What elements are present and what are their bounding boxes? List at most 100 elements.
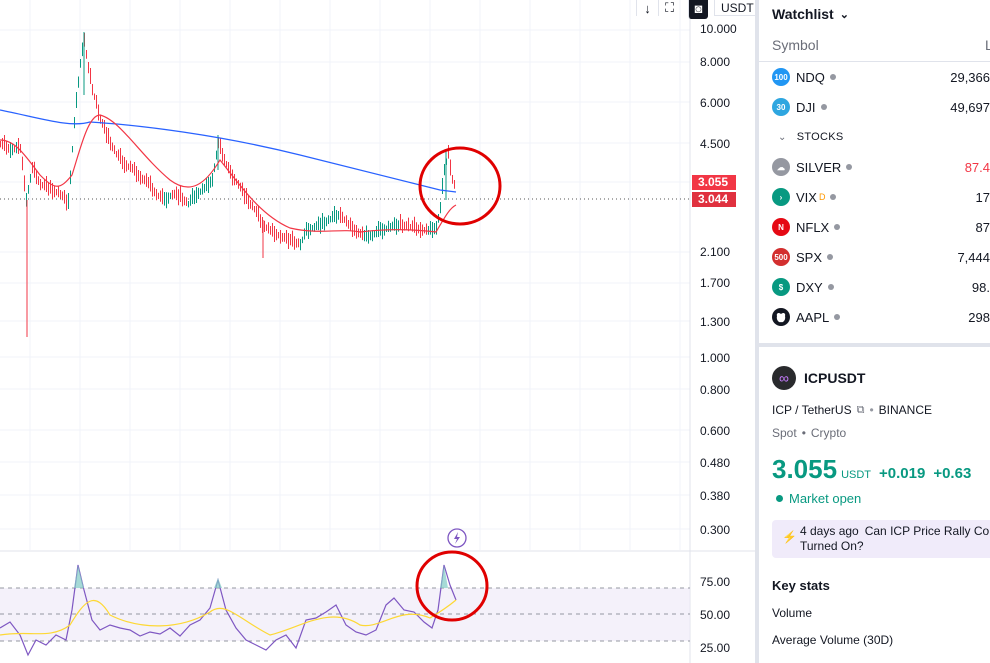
symbol-last-price: 7,444 [957, 249, 990, 265]
down-arrow-icon[interactable]: ↓ [636, 0, 658, 16]
rsi-overbought-fill [74, 565, 84, 588]
symbol-name: DJI [796, 99, 816, 115]
symbol-logo-icon [772, 308, 790, 326]
details-price: 3.055 [772, 454, 838, 484]
watchlist-header[interactable]: Watchlist ⌄ [759, 0, 990, 28]
symbol-name: AAPL [796, 309, 830, 325]
details-ticker[interactable]: ICPUSDT [804, 370, 866, 386]
status-dot-icon [834, 224, 841, 230]
price-axis-label: 8.000 [700, 55, 731, 69]
rsi-moving-average [0, 599, 457, 636]
price-axis-label: 6.000 [700, 96, 731, 110]
chevron-down-icon: ⌄ [778, 131, 787, 143]
camera-icon[interactable]: ◙ [688, 0, 708, 19]
last-price-tag: 3.055 [692, 175, 736, 190]
price-axis-label: 1.000 [700, 351, 731, 365]
price-axis-label: 0.600 [700, 424, 731, 438]
delayed-badge: D [818, 192, 826, 202]
watchlist-row[interactable]: $ DXY 98. [759, 272, 990, 302]
details-header: ∞ ICPUSDT [759, 347, 990, 397]
moving-average-long [0, 109, 457, 193]
status-dot-icon [829, 74, 836, 80]
details-type-row: Spot • Crypto [759, 426, 990, 440]
currency-label: USDT [721, 0, 754, 15]
details-exchange[interactable]: BINANCE [878, 403, 932, 417]
symbol-name: SPX [796, 249, 823, 265]
watchlist-row[interactable]: 500 SPX 7,444 [759, 242, 990, 272]
separator-dot: • [801, 426, 806, 440]
key-stats-title: Key stats [772, 578, 830, 593]
details-name: ICP / TetherUS [772, 403, 852, 417]
watchlist-rows: 100 NDQ 29,366 30 DJI 49,697 [759, 62, 990, 122]
details-name-row: ICP / TetherUS ⧉ • BINANCE [759, 403, 990, 417]
annotation-circle [418, 146, 502, 226]
details-category: Crypto [810, 426, 847, 440]
symbol-logo-icon: ☁ [772, 158, 790, 176]
symbol-logo-icon: › [772, 188, 790, 206]
fullscreen-icon[interactable]: ⛶ [658, 0, 680, 16]
details-price-row: 3.055 USDT +0.019 +0.63 [759, 454, 990, 485]
icp-logo-icon: ∞ [772, 366, 796, 390]
symbol-name: VIX [796, 189, 817, 205]
news-line-1: 4 days ago Can ICP Price Rally Co [800, 524, 990, 539]
status-dot-icon [827, 284, 834, 290]
separator-dot: • [869, 403, 874, 417]
section-label: STOCKS [796, 131, 844, 143]
symbol-logo-icon: 500 [772, 248, 790, 266]
status-dot-icon [830, 194, 837, 200]
chart-canvas[interactable] [0, 0, 755, 663]
symbol-last-price: 17 [975, 189, 990, 205]
watchlist-row[interactable]: ☁ SILVER 87.4 [759, 152, 990, 182]
rsi-axis-label-50: 50.00 [700, 608, 731, 622]
rsi-axis-label-25: 25.00 [700, 641, 731, 655]
price-axis-label: 2.100 [700, 245, 731, 259]
external-link-icon[interactable]: ⧉ [856, 403, 865, 416]
watchlist-row[interactable]: N NFLX 87 [759, 212, 990, 242]
chevron-down-icon: ⌄ [839, 8, 849, 21]
symbol-logo-icon: $ [772, 278, 790, 296]
symbol-last-price: 298 [968, 309, 990, 325]
watchlist-row[interactable]: 100 NDQ 29,366 [759, 62, 990, 92]
details-change-pct: +0.63 [933, 465, 972, 482]
details-currency: USDT [841, 469, 872, 481]
symbol-name: DXY [796, 279, 823, 295]
watchlist-row[interactable]: AAPL 298 [759, 302, 990, 332]
symbol-logo-icon: 30 [772, 98, 790, 116]
symbol-logo-icon: 100 [772, 68, 790, 86]
rsi-axis-label-75: 75.00 [700, 575, 731, 589]
price-axis-label: 0.300 [700, 523, 731, 537]
price-axis-label: 1.300 [700, 315, 731, 329]
status-dot-icon [776, 495, 783, 502]
symbol-logo-icon: N [772, 218, 790, 236]
stat-volume: Volume [772, 606, 813, 620]
market-status: Market open [759, 491, 990, 506]
watchlist-row[interactable]: › VIX D 17 [759, 182, 990, 212]
stat-average-volume: Average Volume (30D) [772, 633, 894, 647]
column-last[interactable]: L [985, 37, 990, 53]
details-type: Spot [772, 426, 797, 440]
news-headline: Can ICP Price Rally Co [864, 524, 990, 538]
news-item[interactable]: ⚡ 4 days ago Can ICP Price Rally Co Turne… [772, 520, 990, 558]
symbol-details-panel: ∞ ICPUSDT ICP / TetherUS ⧉ • BINANCE Spo… [759, 343, 990, 663]
news-time: 4 days ago [800, 524, 859, 538]
symbol-name: SILVER [796, 159, 842, 175]
symbol-last-price: 87 [975, 219, 990, 235]
lightning-icon: ⚡ [782, 530, 797, 544]
column-symbol[interactable]: Symbol [772, 36, 819, 53]
symbol-last-price: 49,697 [950, 99, 990, 115]
status-dot-icon [834, 314, 841, 320]
status-dot-icon [846, 164, 853, 170]
rsi-overbought-fill [440, 565, 448, 588]
annotation-circle [415, 550, 489, 622]
symbol-name: NFLX [796, 219, 830, 235]
watchlist-column-header: Symbol L [759, 28, 990, 62]
right-sidebar: Watchlist ⌄ Symbol L 100 NDQ 29,366 30 DJI 49… [755, 0, 990, 663]
price-chart[interactable]: 10.000 8.000 6.000 4.500 2.100 1.700 1.300 1.00… [0, 0, 777, 663]
symbol-last-price: 29,366 [950, 69, 990, 85]
watchlist-row[interactable]: 30 DJI 49,697 [759, 92, 990, 122]
symbol-last-price: 87.4 [964, 159, 990, 175]
price-axis-label: 4.500 [700, 137, 731, 151]
symbol-name: NDQ [796, 69, 825, 85]
stocks-section-header[interactable]: ⌄ STOCKS [759, 122, 990, 152]
details-change: +0.019 [879, 465, 926, 482]
